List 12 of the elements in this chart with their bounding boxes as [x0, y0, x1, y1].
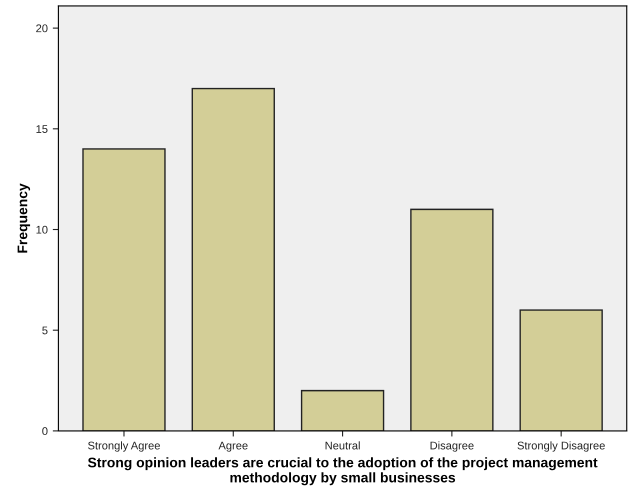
- y-tick-label: 5: [42, 326, 48, 334]
- x-tick-label: Disagree: [430, 441, 474, 452]
- y-tick-label: 20: [36, 24, 48, 32]
- x-tick-label: Strongly Disagree: [518, 441, 605, 452]
- x-tick-label: Neutral: [326, 441, 360, 450]
- y-tick-label: 0: [42, 427, 48, 436]
- x-axis-title: Strong opinion leaders are crucial to the adoption of the project management methodology by small businesses: [88, 457, 598, 486]
- x-tick-label: Agree: [218, 442, 248, 452]
- y-tick-label: 15: [36, 125, 48, 133]
- y-tick-label: 10: [36, 226, 48, 234]
- x-tick-label: Strongly Agree: [88, 441, 160, 452]
- y-axis-title: Frequency: [18, 183, 30, 253]
